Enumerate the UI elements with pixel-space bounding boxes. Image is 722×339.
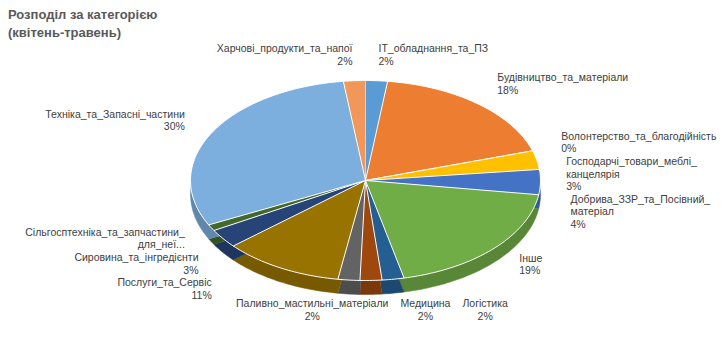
- svg-text:Медицина2%: Медицина2%: [400, 297, 450, 322]
- svg-text:Добрива_ЗЗР_та_Посівний_матері: Добрива_ЗЗР_та_Посівний_матеріал4%: [570, 193, 710, 230]
- svg-text:Паливно_мастильні_матеріали2%: Паливно_мастильні_матеріали2%: [236, 297, 388, 322]
- svg-text:Логістика2%: Логістика2%: [462, 297, 508, 322]
- svg-text:Сировина_та_інгредієнти3%: Сировина_та_інгредієнти3%: [74, 251, 198, 276]
- svg-text:Сільгосптехніка_та_запчастини_: Сільгосптехніка_та_запчастини_для_неї...: [25, 226, 185, 251]
- svg-text:Інше19%: Інше19%: [519, 252, 542, 277]
- html-text:Розподіл за категорією (квітен: Розподіл за категорією (квітень-травень): [8, 7, 158, 40]
- svg-text:Волонтерство_та_благодійність0: Волонтерство_та_благодійність0%: [561, 130, 717, 155]
- svg-text:Харчові_продукти_та_напої2%: Харчові_продукти_та_напої2%: [217, 42, 353, 67]
- svg-text:Господарчі_товари_меблі_канцел: Господарчі_товари_меблі_канцелярія3%: [566, 155, 697, 192]
- svg-text:IT_обладнання_та_ПЗ2%: IT_обладнання_та_ПЗ2%: [379, 42, 489, 67]
- svg-text:Послуги_та_Сервіс11%: Послуги_та_Сервіс11%: [117, 276, 211, 301]
- svg-text:Будівництво_та_матеріали18%: Будівництво_та_матеріали18%: [497, 71, 628, 96]
- svg-text:Техніка_та_Запасні_частини30%: Техніка_та_Запасні_частини30%: [45, 108, 185, 133]
